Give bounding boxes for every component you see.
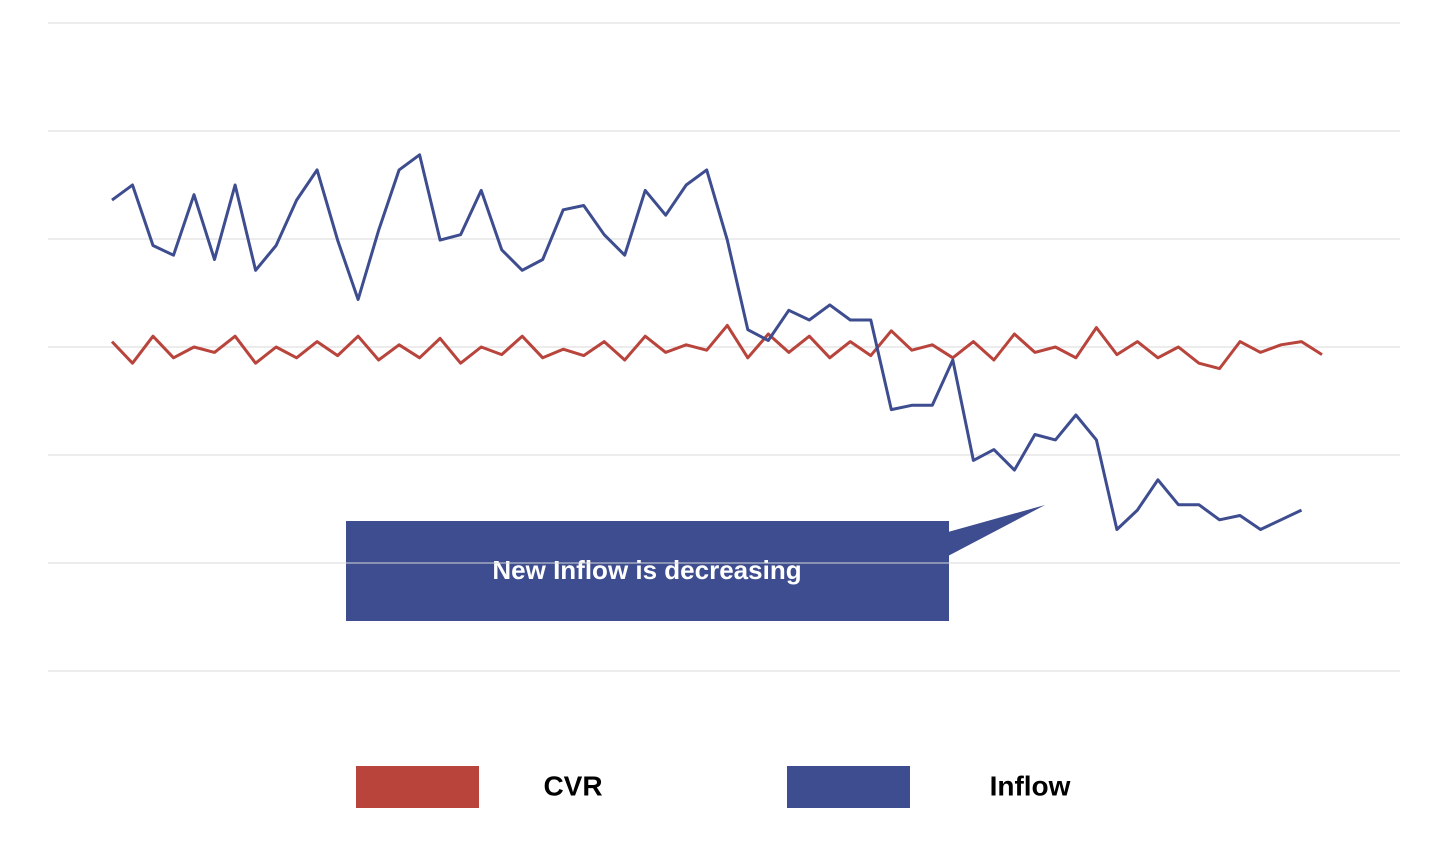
callout-box [346, 521, 949, 621]
line-series [110, 323, 1323, 371]
legend-swatch [787, 766, 910, 808]
callout-pointer [948, 505, 1045, 556]
legend-label: Inflow [990, 770, 1071, 801]
legend-label: CVR [543, 770, 602, 801]
annotation: New Inflow is decreasing [492, 555, 801, 585]
line-series [111, 153, 1303, 531]
legend-swatch [356, 766, 479, 808]
